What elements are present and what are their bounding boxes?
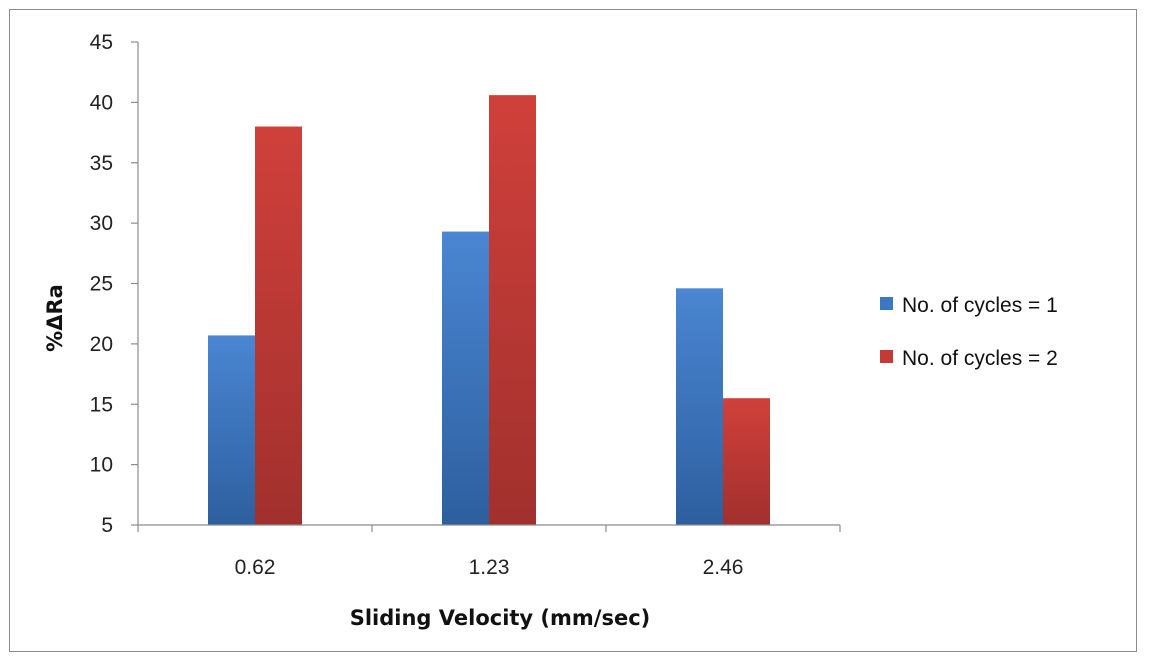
legend: No. of cycles = 1 No. of cycles = 2 bbox=[880, 294, 1058, 370]
y-tick-label: 15 bbox=[90, 393, 113, 416]
y-tick-label: 5 bbox=[101, 514, 113, 537]
labels-group: 0.62 1.23 2.46 5 10 15 20 25 30 35 40 45 bbox=[90, 31, 744, 579]
bar-1.23-series-2 bbox=[489, 95, 536, 525]
y-tick-label: 45 bbox=[90, 31, 113, 54]
x-tick-label: 1.23 bbox=[469, 556, 510, 579]
bar-2.46-series-2 bbox=[723, 398, 770, 525]
y-axis-title: %ΔRa bbox=[43, 284, 67, 352]
y-tick-label: 20 bbox=[90, 333, 113, 356]
chart-frame bbox=[9, 9, 1137, 652]
y-tick-label: 40 bbox=[90, 91, 113, 114]
bar-2.46-series-1 bbox=[676, 288, 723, 525]
y-tick-label: 30 bbox=[90, 212, 113, 235]
x-tick-label: 2.46 bbox=[703, 556, 744, 579]
legend-swatch-series-2 bbox=[880, 350, 893, 363]
y-tick-label: 35 bbox=[90, 152, 113, 175]
x-tick-label: 0.62 bbox=[235, 556, 276, 579]
y-tick-label: 25 bbox=[90, 273, 113, 296]
bars-group bbox=[208, 95, 770, 526]
legend-label-series-1: No. of cycles = 1 bbox=[902, 294, 1058, 317]
axes-group bbox=[131, 41, 841, 532]
bar-1.23-series-1 bbox=[442, 231, 489, 525]
bar-0.62-series-2 bbox=[255, 126, 302, 526]
x-axis-title: Sliding Velocity (mm/sec) bbox=[350, 606, 651, 630]
bar-0.62-series-1 bbox=[208, 335, 255, 525]
y-tick-label: 10 bbox=[90, 454, 113, 477]
legend-swatch-series-1 bbox=[880, 297, 893, 310]
legend-label-series-2: No. of cycles = 2 bbox=[902, 347, 1058, 370]
